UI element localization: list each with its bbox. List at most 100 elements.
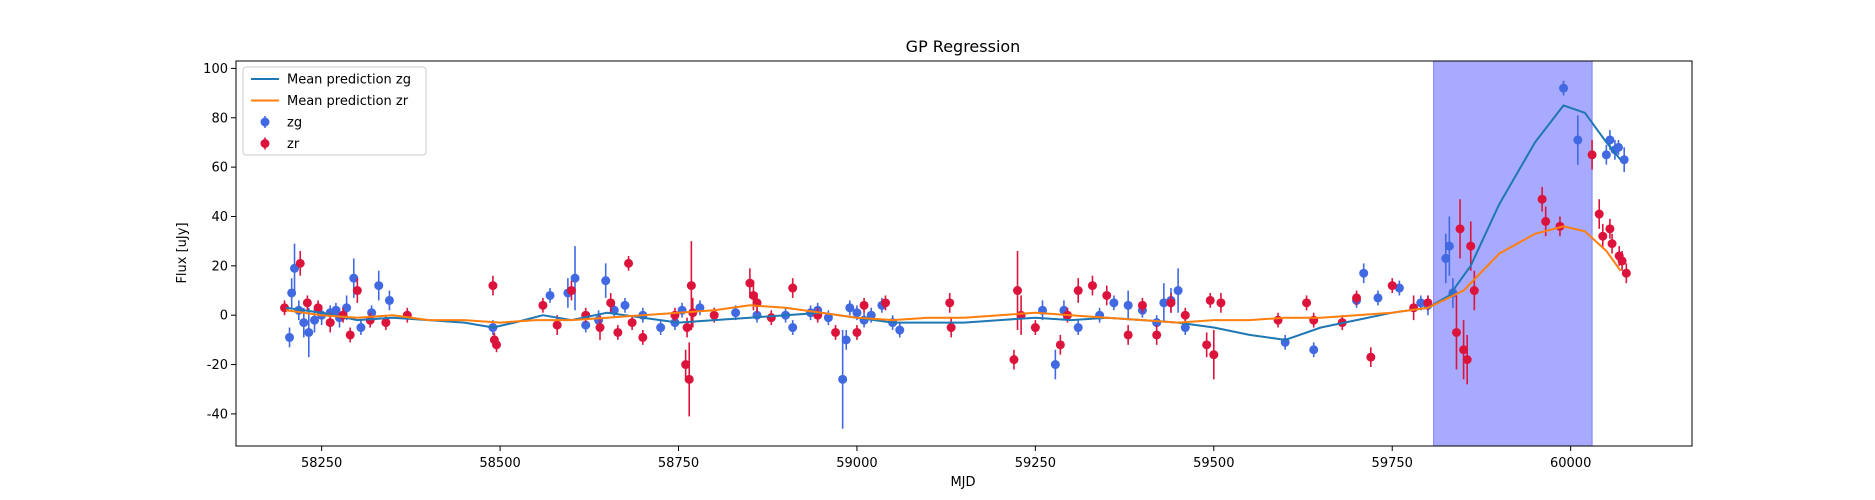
plot-area xyxy=(280,61,1631,446)
data-point xyxy=(313,303,323,313)
data-point xyxy=(345,330,355,340)
data-point xyxy=(1444,241,1454,251)
data-point xyxy=(1366,352,1376,362)
data-point xyxy=(1387,281,1397,291)
data-point xyxy=(1455,224,1465,234)
data-point xyxy=(1607,239,1617,249)
data-point xyxy=(852,308,862,318)
y-axis: -40 -20 0 20 40 60 80 100 xyxy=(203,62,236,422)
x-tick-label: 58750 xyxy=(658,456,699,471)
data-point xyxy=(1352,293,1362,303)
data-point xyxy=(1451,327,1461,337)
data-point xyxy=(1209,350,1219,360)
data-point xyxy=(285,332,295,342)
data-point xyxy=(1166,298,1176,308)
data-point xyxy=(374,281,384,291)
data-point xyxy=(1123,300,1133,310)
data-point xyxy=(1594,209,1604,219)
data-point xyxy=(1137,300,1147,310)
data-point xyxy=(581,320,591,330)
series-zg xyxy=(285,80,1629,429)
data-point xyxy=(831,327,841,337)
data-point xyxy=(1009,355,1019,365)
data-point xyxy=(945,298,955,308)
data-point xyxy=(880,298,890,308)
data-point xyxy=(1180,310,1190,320)
data-point xyxy=(1159,298,1169,308)
data-point xyxy=(895,325,905,335)
data-point xyxy=(1087,281,1097,291)
data-point xyxy=(745,278,755,288)
data-point xyxy=(766,313,776,323)
series-line-Mean prediction zg xyxy=(285,104,1622,341)
data-point xyxy=(852,327,862,337)
data-point xyxy=(1109,298,1119,308)
legend-label: zr xyxy=(287,137,300,152)
data-point xyxy=(656,323,666,333)
chart-title: GP Regression xyxy=(906,37,1021,56)
data-point xyxy=(1416,298,1426,308)
data-point xyxy=(1621,268,1631,278)
data-point xyxy=(841,335,851,345)
y-tick-label: 0 xyxy=(220,309,228,324)
data-point xyxy=(845,303,855,313)
data-point xyxy=(788,283,798,293)
series-zr xyxy=(280,139,1631,417)
data-point xyxy=(1587,150,1597,160)
y-tick-label: 20 xyxy=(211,259,228,274)
shaded-region xyxy=(1433,61,1593,446)
data-point xyxy=(545,290,555,300)
data-point xyxy=(1605,135,1615,145)
data-point xyxy=(946,323,956,333)
legend: Mean prediction zg Mean prediction zr zg zr xyxy=(242,66,427,156)
data-point xyxy=(1423,298,1433,308)
data-point xyxy=(566,286,576,296)
data-point xyxy=(620,300,630,310)
legend-entry: Mean prediction zr xyxy=(251,94,409,109)
legend-label: Mean prediction zg xyxy=(287,73,411,88)
data-point xyxy=(1469,286,1479,296)
data-point xyxy=(367,308,377,318)
data-point xyxy=(331,305,341,315)
data-point xyxy=(1573,135,1583,145)
data-point xyxy=(748,290,758,300)
x-tick-label: 59250 xyxy=(1015,456,1056,471)
legend-marker-swatch xyxy=(260,139,270,148)
legend-entry: zr xyxy=(260,137,300,152)
x-axis: 58250 58500 58750 59000 59250 59500 59750 60000 xyxy=(301,446,1591,471)
data-point xyxy=(1013,286,1023,296)
data-point xyxy=(1073,323,1083,333)
data-point xyxy=(492,340,502,350)
data-point xyxy=(552,320,562,330)
data-point xyxy=(595,323,605,333)
data-point xyxy=(1394,283,1404,293)
data-point xyxy=(681,360,691,370)
data-point xyxy=(1617,256,1627,266)
data-point xyxy=(1613,142,1623,152)
data-point xyxy=(1598,231,1608,241)
x-tick-label: 58500 xyxy=(479,456,520,471)
data-point xyxy=(1462,355,1472,365)
y-tick-label: 100 xyxy=(203,62,228,77)
data-point xyxy=(1073,286,1083,296)
legend-marker-swatch xyxy=(260,117,270,127)
data-point xyxy=(859,300,869,310)
data-point xyxy=(349,273,359,283)
data-point xyxy=(1541,216,1551,226)
data-point xyxy=(384,295,394,305)
data-point xyxy=(1302,298,1312,308)
data-point xyxy=(295,258,305,268)
data-point xyxy=(1152,330,1162,340)
data-point xyxy=(1202,340,1212,350)
y-tick-label: -40 xyxy=(207,407,228,422)
y-tick-label: 40 xyxy=(211,210,228,225)
data-point xyxy=(1537,194,1547,204)
data-point xyxy=(1619,155,1629,165)
legend-entry: zg xyxy=(260,116,302,131)
data-point xyxy=(1559,83,1569,93)
legend-entry: Mean prediction zg xyxy=(251,73,411,88)
data-point xyxy=(381,318,391,328)
y-axis-label: Flux [uJy] xyxy=(175,222,190,283)
data-point xyxy=(731,308,741,318)
data-point xyxy=(606,298,616,308)
